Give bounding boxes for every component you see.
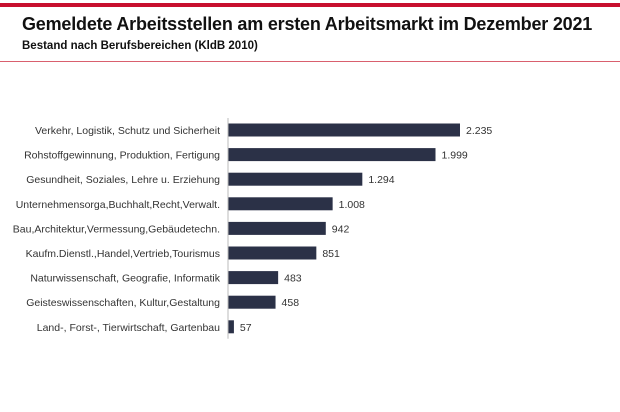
- data-label: 1.008: [339, 199, 365, 211]
- category-label: Kaufm.Dienstl.,Handel,Vertrieb,Tourismus: [26, 248, 220, 260]
- chart-title: Gemeldete Arbeitsstellen am ersten Arbei…: [22, 14, 593, 34]
- category-label: Bau,Architektur,Vermessung,Gebäudetechn.: [13, 223, 220, 235]
- bar: [228, 271, 279, 285]
- bar: [228, 197, 333, 211]
- data-label: 2.235: [466, 125, 492, 137]
- data-label: 1.294: [368, 174, 394, 186]
- bar: [228, 148, 436, 162]
- bar: [228, 172, 363, 186]
- data-label: 1.999: [442, 150, 468, 162]
- data-label: 57: [240, 322, 252, 334]
- category-label: Naturwissenschaft, Geografie, Informatik: [30, 273, 220, 285]
- bar: [228, 295, 276, 309]
- bar: [228, 123, 460, 137]
- category-label: Verkehr, Logistik, Schutz und Sicherheit: [35, 125, 220, 137]
- bar: [228, 246, 317, 260]
- category-label: Rohstoffgewinnung, Produktion, Fertigung: [24, 150, 220, 162]
- data-label: 942: [332, 223, 350, 235]
- data-label: 458: [282, 297, 300, 309]
- category-label: Unternehmensorga,Buchhalt,Recht,Verwalt.: [16, 199, 220, 211]
- bar: [228, 320, 234, 334]
- data-label: 851: [322, 248, 340, 260]
- top-accent-line: [0, 3, 620, 7]
- category-label: Geisteswissenschaften, Kultur,Gestaltung: [26, 297, 220, 309]
- category-label: Land-, Forst-, Tierwirtschaft, Gartenbau: [37, 322, 220, 334]
- chart-subtitle: Bestand nach Berufsbereichen (KldB 2010): [22, 40, 258, 52]
- data-label: 483: [284, 273, 302, 285]
- header-divider: [0, 61, 620, 62]
- bar: [228, 221, 326, 235]
- category-label: Gesundheit, Soziales, Lehre u. Erziehung: [26, 174, 220, 186]
